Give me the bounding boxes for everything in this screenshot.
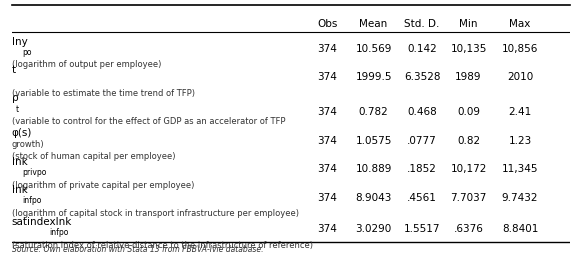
Text: t: t [12, 65, 16, 75]
Text: .4561: .4561 [407, 193, 437, 203]
Text: privpo: privpo [22, 168, 46, 177]
Text: 9.7432: 9.7432 [502, 193, 538, 203]
Text: 2.41: 2.41 [509, 107, 532, 117]
Text: 374: 374 [317, 164, 337, 174]
Text: (saturation index of relative distance to the infrastructure of reference): (saturation index of relative distance t… [12, 241, 313, 250]
Text: 11,345: 11,345 [502, 164, 538, 174]
Text: growth): growth) [12, 140, 44, 149]
Text: ρ: ρ [12, 93, 18, 103]
Text: lnk: lnk [12, 185, 27, 195]
Text: Std. D.: Std. D. [404, 19, 440, 29]
Text: 0.782: 0.782 [359, 107, 388, 117]
Text: .1852: .1852 [407, 164, 437, 174]
Text: lny: lny [12, 37, 27, 46]
Text: 8.9043: 8.9043 [355, 193, 392, 203]
Text: 7.7037: 7.7037 [450, 193, 487, 203]
Text: satindexlnk: satindexlnk [12, 217, 72, 227]
Text: (logarithm of capital stock in transport infrastructure per employee): (logarithm of capital stock in transport… [12, 209, 298, 218]
Text: 374: 374 [317, 107, 337, 117]
Text: Source: Own elaboration with Stata 13 from FBBVA-Ivie database.: Source: Own elaboration with Stata 13 fr… [12, 245, 263, 253]
Text: 1989: 1989 [455, 72, 482, 82]
Text: 2010: 2010 [507, 72, 533, 82]
Text: .6376: .6376 [454, 224, 483, 234]
Text: 10,172: 10,172 [450, 164, 487, 174]
Text: infpo: infpo [22, 196, 41, 205]
Text: 6.3528: 6.3528 [404, 72, 441, 82]
Text: 0.82: 0.82 [457, 136, 480, 146]
Text: 1999.5: 1999.5 [355, 72, 392, 82]
Text: 10,135: 10,135 [450, 44, 487, 54]
Text: (stock of human capital per employee): (stock of human capital per employee) [12, 152, 175, 161]
Text: 374: 374 [317, 224, 337, 234]
Text: 1.0575: 1.0575 [355, 136, 392, 146]
Text: 374: 374 [317, 72, 337, 82]
Text: Max: Max [509, 19, 530, 29]
Text: 10,856: 10,856 [502, 44, 538, 54]
Text: Mean: Mean [359, 19, 388, 29]
Text: 0.468: 0.468 [407, 107, 437, 117]
Text: (logarithm of output per employee): (logarithm of output per employee) [12, 60, 161, 69]
Text: 374: 374 [317, 44, 337, 54]
Text: 374: 374 [317, 136, 337, 146]
Text: Obs: Obs [317, 19, 338, 29]
Text: 8.8401: 8.8401 [502, 224, 538, 234]
Text: .0777: .0777 [407, 136, 437, 146]
Text: 374: 374 [317, 193, 337, 203]
Text: po: po [22, 48, 32, 57]
Text: 0.09: 0.09 [457, 107, 480, 117]
Text: 10.889: 10.889 [355, 164, 392, 174]
Text: lnk: lnk [12, 157, 27, 167]
Text: 3.0290: 3.0290 [355, 224, 392, 234]
Text: φ(s): φ(s) [12, 128, 32, 139]
Text: 1.23: 1.23 [509, 136, 532, 146]
Text: 1.5517: 1.5517 [404, 224, 441, 234]
Text: (variable to control for the effect of GDP as an accelerator of TFP: (variable to control for the effect of G… [12, 117, 285, 126]
Text: 0.142: 0.142 [407, 44, 437, 54]
Text: t: t [16, 105, 18, 114]
Text: 10.569: 10.569 [355, 44, 392, 54]
Text: (logarithm of private capital per employee): (logarithm of private capital per employ… [12, 181, 194, 189]
Text: Min: Min [459, 19, 478, 29]
Text: (variable to estimate the time trend of TFP): (variable to estimate the time trend of … [12, 89, 195, 98]
Text: infpo: infpo [50, 228, 69, 237]
